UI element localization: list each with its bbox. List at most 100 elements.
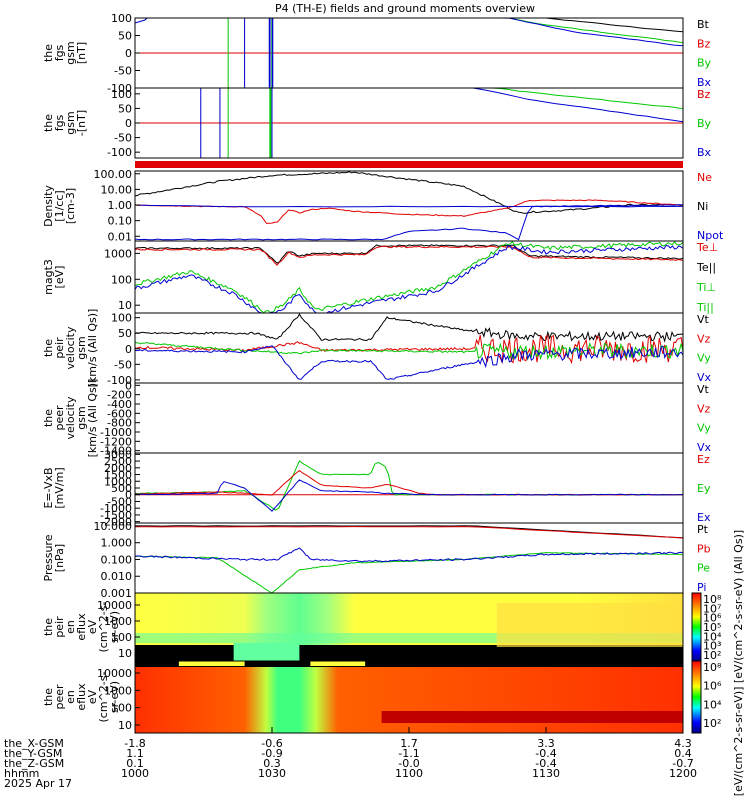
colorbar-label: [eV/(cm^2-s-sr-eV)] [eV/(cm^2-s-sr-eV) (… <box>732 530 745 796</box>
colorbar-top-tick: 10⁸ <box>703 593 722 606</box>
peir-spec-band <box>135 633 683 643</box>
x-row-value: -1.8 <box>124 737 145 750</box>
peer-spec-ylabel: (cm^2-s- <box>97 672 110 723</box>
pressure-ytick-label: 1.000 <box>101 537 133 550</box>
density-ni-series <box>134 171 684 214</box>
pressure-legend-Pe: Pe <box>697 562 710 575</box>
x-row-value: -1.1 <box>398 747 419 760</box>
x-row-value: -0.0 <box>398 757 419 770</box>
fgs2-ytick-label: -100 <box>107 146 132 159</box>
fgs-legend-By: By <box>697 57 712 70</box>
efield-ex-series <box>134 479 683 512</box>
peer-ytick-label: -200 <box>107 389 132 402</box>
fgs2-ylabel: fgs <box>53 114 66 131</box>
efield-ytick-label: -1000 <box>100 502 132 515</box>
plot-title: P4 (TH-E) fields and ground moments over… <box>275 2 535 15</box>
peir-spec-ylabel: eV <box>86 619 99 634</box>
x-row-value: -0.4 <box>535 747 556 760</box>
efield-legend-Ez: Ez <box>697 453 710 466</box>
x-date: 2025 Apr 17 <box>4 777 72 790</box>
fgs-ytick-label: -100 <box>107 82 132 95</box>
peer-legend-Vy: Vy <box>697 422 711 435</box>
temp-tepar-series <box>134 244 684 264</box>
peir-spec-ylabel: eflux <box>75 613 88 641</box>
colorbar-top-tick: 10² <box>703 649 721 662</box>
x-row-value: 0.3 <box>263 757 281 770</box>
peir-spec-ytick-label: 1000 <box>104 615 132 628</box>
peir-spec-ylabel: (cm^2-s- <box>97 602 110 653</box>
efield-ytick-label: -1500 <box>100 509 132 522</box>
peer-spec-yellow1 <box>178 661 245 666</box>
density-ytick-label: 100.00 <box>94 168 133 181</box>
fgs2-ytick-label: 0 <box>125 117 132 130</box>
peer-spec-ytick-label: 100 <box>111 702 132 715</box>
temp-frame <box>134 240 684 314</box>
peer-ytick-label: 0 <box>125 379 132 392</box>
temp-legend-Te⊥: Te⊥ <box>696 241 718 254</box>
fgs-ylabel: gsm <box>64 41 77 64</box>
x-row-value: -0.9 <box>261 747 282 760</box>
peir-ytick-label: 100 <box>111 312 132 325</box>
fgs2-bx-series <box>135 87 684 123</box>
pressure-ytick-label: 10.000 <box>94 520 133 533</box>
x-row-value: 4.3 <box>674 737 692 750</box>
efield-ez-series <box>134 469 684 496</box>
temp-tipar-series <box>134 240 684 314</box>
peer-ylabel: [km/s (All Qs)] <box>86 379 99 458</box>
peir-spec-ylabel: sr-eV) <box>108 611 121 643</box>
efield-frame <box>134 452 684 524</box>
fgs2-legend-Bz: Bz <box>697 88 711 101</box>
panel-temperature: 1000 100 10 magt3[eV] Te⊥ Te|| Ti⊥ Ti|| <box>42 240 718 314</box>
peer-legend-Vz: Vz <box>697 402 711 415</box>
fgs-bt-series <box>135 17 684 33</box>
peir-legend-Vx: Vx <box>697 371 712 384</box>
panel-density: 100.00 10.00 1.00 0.10 0.01 Density[1/cc][cm-… <box>42 168 724 244</box>
x-row-value: 1200 <box>669 767 697 780</box>
efield-ytick-label: 1000 <box>104 475 132 488</box>
density-ylabel: Density <box>42 185 55 227</box>
peir-spec-low <box>135 645 683 661</box>
x-row-value: 1030 <box>258 767 286 780</box>
efield-ylabel: E=-VxB <box>42 467 55 508</box>
efield-ylabel: [mV/m] <box>53 467 66 508</box>
panel-mode-bar <box>135 161 683 168</box>
peir-vt-series <box>134 312 684 343</box>
peir-spec-ylabel: peir <box>53 616 66 638</box>
density-ytick-label: 0.10 <box>108 215 133 228</box>
pressure-pt-series <box>135 525 684 539</box>
density-npot-series-b <box>134 204 684 241</box>
temp-ylabel: magt3 <box>42 259 55 295</box>
temp-ytick-label: 1000 <box>104 247 132 260</box>
fgs-legend-Bx: Bx <box>697 76 712 89</box>
fgs-legend-Bz: Bz <box>697 37 711 50</box>
panel-peer-spectrogram: 10000 1000 100 10 thepeerenefluxeV(cm^2-s-sr… <box>42 660 684 734</box>
peir-ylabel: gsm <box>75 336 88 359</box>
temp-tiperp-series <box>134 244 684 314</box>
fgs-ytick-label: -50 <box>114 65 132 78</box>
density-legend-Ne: Ne <box>697 171 712 184</box>
efield-legend-Ey: Ey <box>697 482 711 495</box>
x-row-value: 1.1 <box>126 747 144 760</box>
x-row-value: 0.1 <box>126 757 144 770</box>
fgs-bx-start <box>134 17 148 24</box>
peer-spec-ylabel: eflux <box>75 683 88 711</box>
peer-legend-Vx: Vx <box>697 441 712 454</box>
colorbar-top-tick: 10³ <box>703 640 721 653</box>
peir-spec-right <box>496 603 683 647</box>
fgs2-ytick-label: 100 <box>111 88 132 101</box>
efield-ytick-label: 2500 <box>104 455 132 468</box>
peir-legend-Vy: Vy <box>697 352 711 365</box>
fgs-ylabel: the <box>42 44 55 62</box>
fgs-by-series <box>135 17 684 44</box>
peir-spec-cusp <box>233 643 300 661</box>
peer-ytick-label: -1400 <box>100 445 132 458</box>
pressure-ylabel: Pressure <box>42 534 55 581</box>
peer-spec-ylabel: en <box>64 690 77 704</box>
peer-ylabel: velocity <box>64 396 77 439</box>
temp-ylabel: [eV] <box>53 266 66 289</box>
peer-spec-top <box>135 661 683 667</box>
x-row-label: the_Y-GSM <box>4 747 62 760</box>
